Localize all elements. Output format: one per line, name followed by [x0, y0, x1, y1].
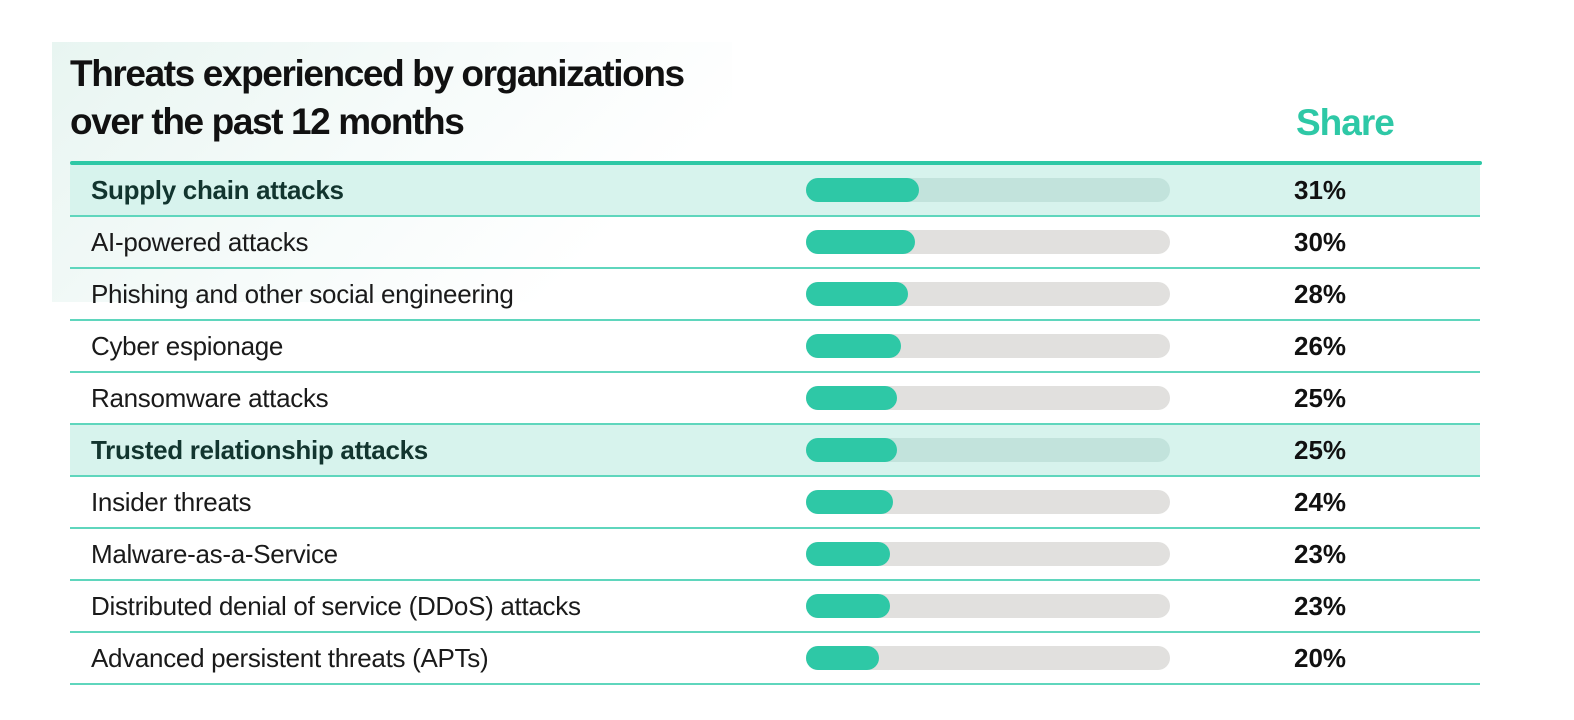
bar [806, 230, 916, 254]
chart-row: Cyber espionage 26% [70, 321, 1480, 373]
value-label: 26% [1294, 331, 1347, 361]
chart-title-line-1: Threats experienced by organizations [70, 53, 685, 94]
bar-track [806, 334, 1170, 358]
value-label: 23% [1294, 591, 1347, 621]
value-label: 23% [1294, 539, 1347, 569]
header-rule [70, 161, 1482, 165]
value-label: 30% [1294, 227, 1347, 257]
value-label: 28% [1294, 279, 1347, 309]
category-label: Trusted relationship attacks [91, 435, 428, 465]
bar [806, 334, 901, 358]
bar-track [806, 282, 1170, 306]
bar-track [806, 594, 1170, 618]
category-label: Insider threats [91, 487, 252, 517]
bar-track [806, 542, 1170, 566]
chart-row: Distributed denial of service (DDoS) att… [70, 581, 1480, 633]
bar [806, 438, 897, 462]
category-label: Phishing and other social engineering [91, 279, 514, 309]
value-label: 31% [1294, 175, 1347, 205]
bar-track [806, 646, 1170, 670]
chart-row: Ransomware attacks 25% [70, 373, 1480, 425]
value-label: 25% [1294, 383, 1347, 413]
chart-title-line-2: over the past 12 months [70, 101, 465, 142]
bar [806, 594, 890, 618]
bar-track [806, 386, 1170, 410]
bar-track [806, 490, 1170, 514]
bar [806, 178, 919, 202]
share-column-header: Share [1296, 102, 1395, 143]
chart-row: Malware-as-a-Service 23% [70, 529, 1480, 581]
category-label: Distributed denial of service (DDoS) att… [91, 591, 581, 621]
bar [806, 386, 897, 410]
category-label: Cyber espionage [91, 331, 284, 361]
category-label: Malware-as-a-Service [91, 539, 338, 569]
chart-rows: Supply chain attacks 31% AI-powered attack… [70, 165, 1480, 685]
category-label: AI-powered attacks [91, 227, 309, 257]
bar [806, 282, 908, 306]
category-label: Advanced persistent threats (APTs) [91, 643, 489, 673]
category-label: Ransomware attacks [91, 383, 329, 413]
bar [806, 646, 879, 670]
chart-row: Advanced persistent threats (APTs) 20% [70, 633, 1480, 685]
value-label: 24% [1294, 487, 1347, 517]
value-label: 25% [1294, 435, 1347, 465]
bar-track [806, 230, 1170, 254]
bar [806, 542, 890, 566]
chart-row: Insider threats 24% [70, 477, 1480, 529]
chart-row: AI-powered attacks 30% [70, 217, 1480, 269]
chart-row: Phishing and other social engineering 28% [70, 269, 1480, 321]
category-label: Supply chain attacks [91, 175, 344, 205]
value-label: 20% [1294, 643, 1347, 673]
chart-title: Threats experienced by organizations ove… [70, 50, 830, 146]
chart-row: Supply chain attacks 31% [70, 165, 1480, 217]
bar-track [806, 178, 1170, 202]
chart-row: Trusted relationship attacks 25% [70, 425, 1480, 477]
bar-track [806, 438, 1170, 462]
bar [806, 490, 894, 514]
